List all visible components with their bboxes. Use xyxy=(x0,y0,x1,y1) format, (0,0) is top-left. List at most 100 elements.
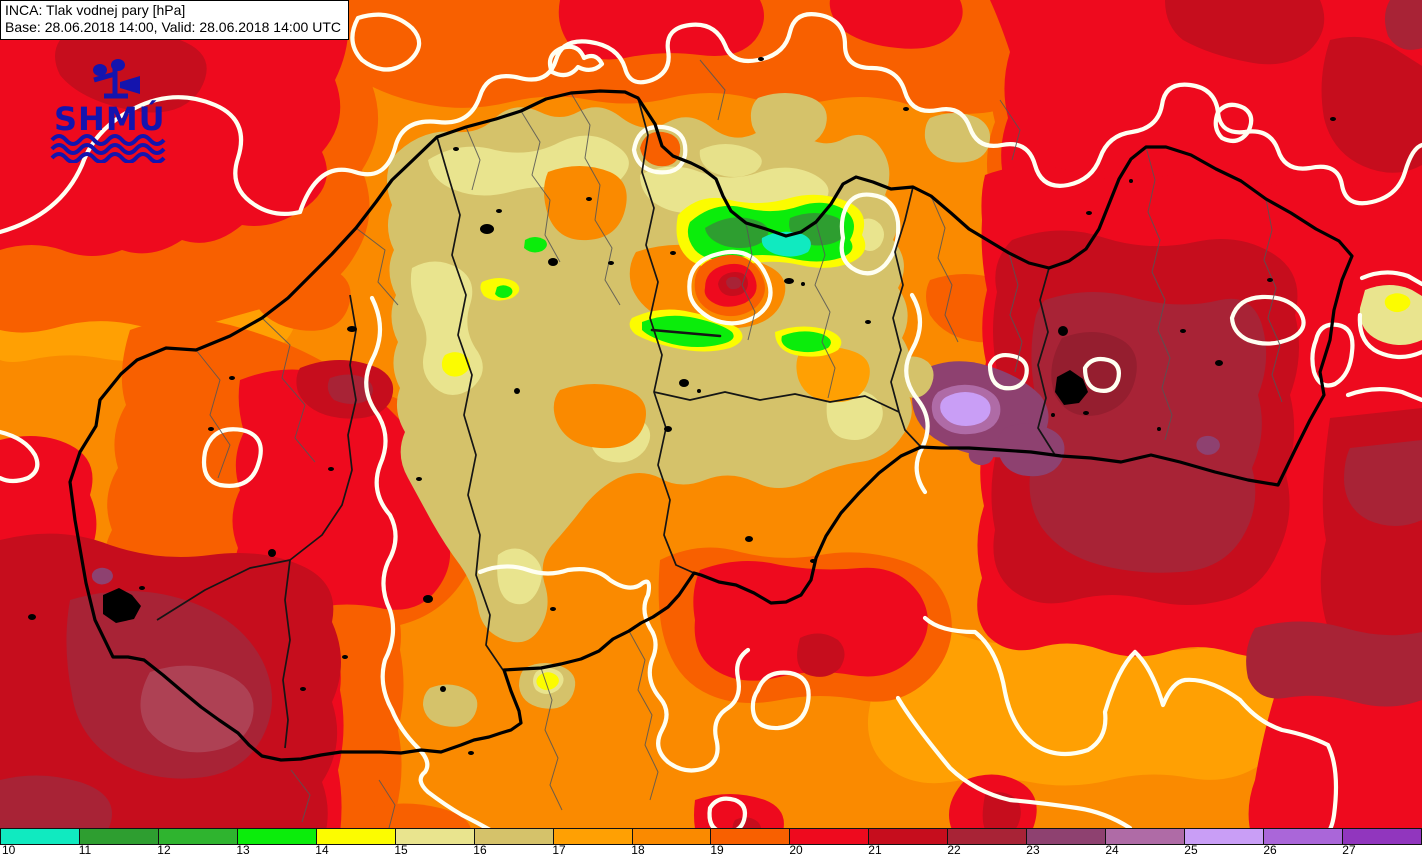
city-blob xyxy=(28,614,36,620)
colorbar-tick-label: 10 xyxy=(2,843,16,857)
city-blob xyxy=(1330,117,1336,121)
okres-line xyxy=(290,769,311,823)
city-blob xyxy=(801,282,805,286)
contour-region xyxy=(699,144,762,177)
colorbar-tick-label: 20 xyxy=(789,843,803,857)
okres-line xyxy=(1145,146,1173,441)
national-border xyxy=(68,89,1354,762)
city-blob xyxy=(697,389,701,393)
okres-line xyxy=(930,195,959,343)
colorbar-segment xyxy=(316,829,396,844)
okres-line xyxy=(540,667,563,811)
city-blob xyxy=(208,427,214,431)
city-blob xyxy=(342,655,348,659)
okres-line xyxy=(465,126,481,191)
city-blob xyxy=(440,686,446,692)
city-blob xyxy=(453,147,459,151)
city-blob xyxy=(328,467,334,471)
city-blob xyxy=(1180,329,1186,333)
green-ridge-lines xyxy=(650,328,722,338)
city-blob xyxy=(468,751,474,755)
colorbar-segment xyxy=(1027,829,1107,844)
city-blob xyxy=(586,197,592,201)
shmu-logo: SHMÚ xyxy=(50,59,166,163)
isoline xyxy=(750,670,811,731)
colorbar-tick-label: 19 xyxy=(710,843,724,857)
contour-region xyxy=(544,166,627,241)
colorbar-segment xyxy=(395,829,475,844)
colorbar-tick-label: 24 xyxy=(1105,843,1119,857)
kraj-line xyxy=(156,294,357,621)
city-blob xyxy=(423,595,433,603)
contour-region xyxy=(140,665,254,753)
city-blob xyxy=(745,536,753,542)
city-blob xyxy=(670,251,676,255)
logo-text: SHMÚ xyxy=(54,99,166,138)
city-blob xyxy=(865,320,871,324)
isoline xyxy=(895,695,1133,831)
slovakia-border xyxy=(68,89,1354,762)
tatras-green-area xyxy=(761,231,811,257)
colorbar-segment xyxy=(158,829,238,844)
contour-region xyxy=(558,0,764,60)
colorbar-tick-label: 23 xyxy=(1026,843,1040,857)
city-blob xyxy=(550,607,556,611)
colorbar-labels: 10 11 12 13 14 15 16 17 18 19 20 21 22 23 24 25 26 27 xyxy=(0,843,1422,858)
contour-region xyxy=(640,131,681,167)
colorbar-segment xyxy=(1,829,80,844)
city-blob xyxy=(758,57,764,61)
okres-line xyxy=(1263,198,1283,403)
colorbar-segment xyxy=(474,829,554,844)
colorbar-segment xyxy=(790,829,870,844)
validity-line: Base: 28.06.2018 14:00, Valid: 28.06.201… xyxy=(5,19,341,35)
tatras-green-area xyxy=(495,285,513,298)
colorbar: 10 11 12 13 14 15 16 17 18 19 20 21 22 23 24 25 26 27 xyxy=(0,828,1422,858)
logo-waves-icon xyxy=(50,134,166,163)
colorbar-segment xyxy=(948,829,1028,844)
colorbar-segment xyxy=(869,829,949,844)
contour-region xyxy=(327,374,373,404)
isoline xyxy=(1357,270,1422,360)
colorbar-tick-label: 26 xyxy=(1263,843,1277,857)
contour-region xyxy=(750,93,827,148)
city-blob xyxy=(103,588,141,623)
okres-line xyxy=(1008,252,1023,373)
okres-line xyxy=(355,227,399,306)
isoline xyxy=(904,292,930,495)
isoline xyxy=(0,95,303,235)
contour-region xyxy=(1384,0,1422,50)
okres-line xyxy=(628,630,659,801)
purple-anomaly xyxy=(940,391,991,426)
isoline xyxy=(1082,356,1121,393)
city-blob xyxy=(664,426,672,432)
contour-region xyxy=(55,30,207,113)
purple-anomaly xyxy=(997,423,1065,477)
isoline xyxy=(201,427,263,488)
city-blob xyxy=(810,559,816,563)
contour-region xyxy=(1165,0,1325,65)
contour-region xyxy=(924,113,991,163)
purple-anomaly xyxy=(91,567,113,585)
colorbar-segment xyxy=(1185,829,1264,844)
isoline xyxy=(631,124,688,175)
colorbar-tick-label: 25 xyxy=(1184,843,1198,857)
tatras-green-area xyxy=(642,315,734,347)
colorbar-segment xyxy=(237,829,317,844)
isoline xyxy=(350,12,422,72)
colorbar-segment xyxy=(1264,829,1343,844)
contour-region xyxy=(797,633,845,677)
colorbar-tick-label: 14 xyxy=(315,843,329,857)
isoline xyxy=(839,192,901,276)
kraj-line xyxy=(637,97,695,574)
contour-region xyxy=(536,672,559,691)
colorbar-tick-label: 17 xyxy=(552,843,566,857)
city-blob xyxy=(608,261,614,265)
colorbar-tick-label: 22 xyxy=(947,843,961,857)
isoline xyxy=(364,295,493,833)
city-blob xyxy=(496,209,502,213)
colorbar-segment xyxy=(632,829,712,844)
title-box: INCA: Tlak vodnej pary [hPa] Base: 28.06… xyxy=(0,0,349,40)
